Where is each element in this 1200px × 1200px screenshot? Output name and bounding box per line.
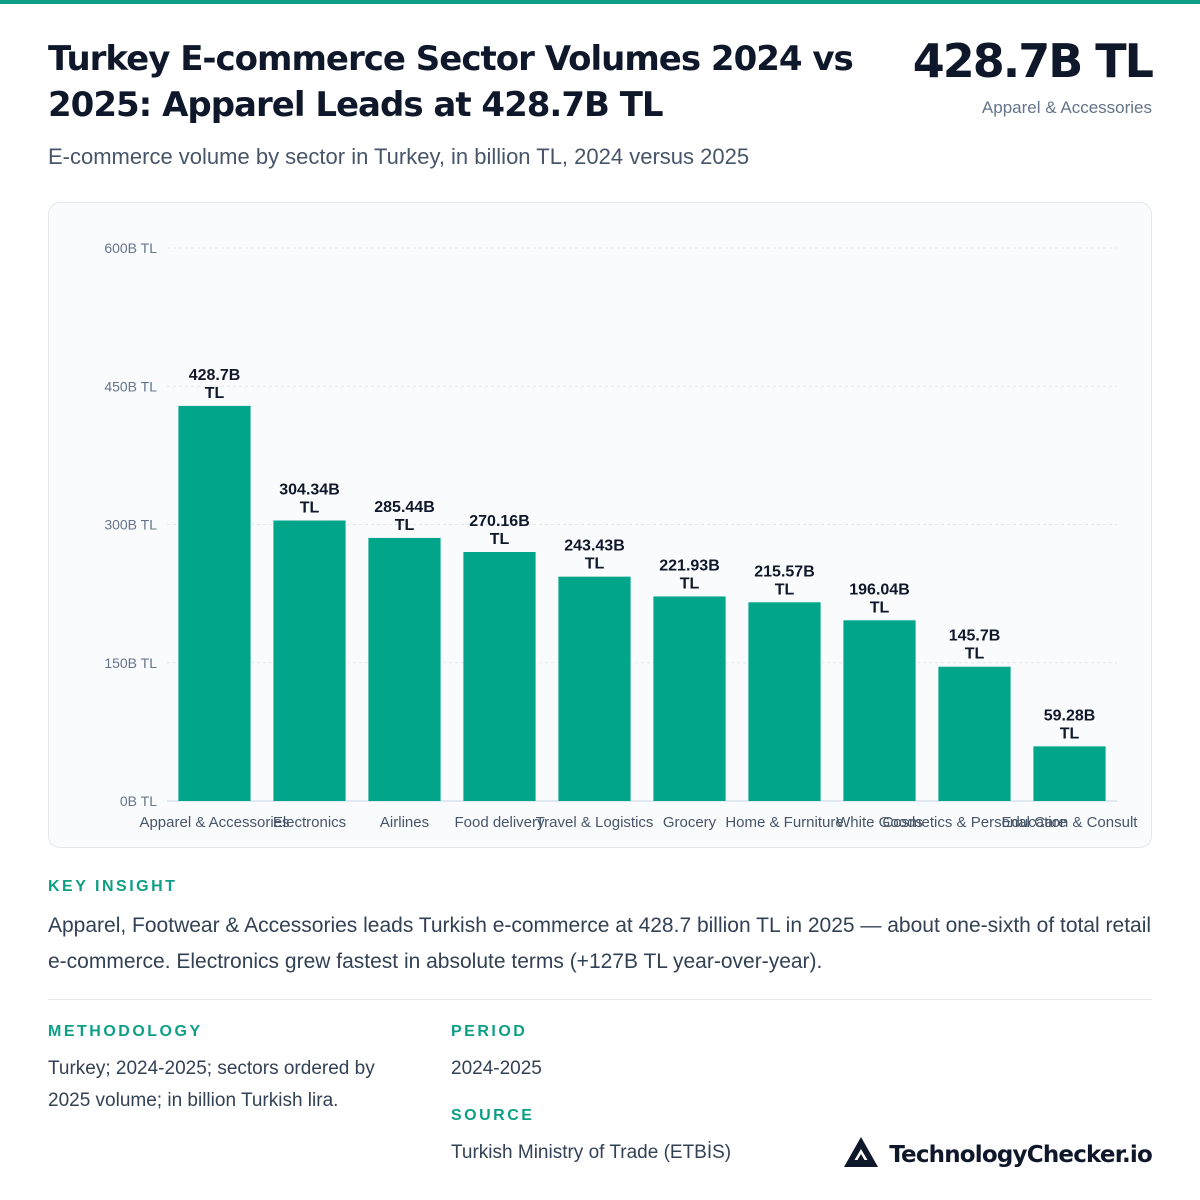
triangle-logo-icon — [843, 1136, 879, 1173]
top-accent-rule — [0, 0, 1200, 4]
methodology-text: Turkey; 2024-2025; sectors ordered by 20… — [48, 1058, 375, 1111]
y-tick-label: 300B TL — [104, 517, 157, 533]
bar — [273, 520, 346, 801]
headline-value: 428.7B TL — [912, 34, 1154, 88]
x-tick-label: White Goods — [836, 814, 923, 831]
x-tick-label: Airlines — [380, 814, 429, 831]
x-tick-label: Grocery — [663, 814, 717, 831]
bar-value-label: 145.7B TL — [949, 628, 1001, 663]
bar-value-label: 428.7B TL — [189, 367, 241, 402]
bar-value-label: 221.93B TL — [659, 557, 720, 592]
bar-value-label: 215.57B TL — [754, 563, 815, 598]
bar — [1033, 746, 1106, 801]
x-tick-label: Food delivery — [454, 814, 545, 831]
source-text: Turkish Ministry of Trade (ETBİS) — [451, 1142, 732, 1163]
bar — [178, 405, 251, 801]
y-tick-label: 450B TL — [104, 378, 157, 394]
bar — [843, 620, 916, 801]
bar — [748, 602, 821, 801]
period-label: PERIOD — [451, 1023, 528, 1040]
bar — [368, 537, 441, 801]
bar-value-label: 243.43B TL — [564, 538, 625, 573]
key-insight-text: Apparel, Footwear & Accessories leads Tu… — [48, 914, 1152, 973]
bar-value-label: 285.44B TL — [374, 499, 435, 534]
bar-value-label: 59.28B TL — [1044, 707, 1096, 742]
x-tick-label: Electronics — [273, 814, 346, 831]
brand-name: TechnologyChecker.io — [889, 1141, 1153, 1168]
bar — [938, 666, 1011, 801]
source-label: SOURCE — [451, 1107, 535, 1124]
bar-value-label: 196.04B TL — [849, 581, 910, 616]
x-tick-label: Education & Consult — [1002, 814, 1139, 831]
chart-title: Turkey E-commerce Sector Volumes 2024 vs… — [48, 39, 854, 125]
x-tick-label: Travel & Logistics — [536, 814, 654, 831]
period-text: 2024-2025 — [451, 1058, 542, 1079]
chart-card: 0B TL 150B TL 300B TL 450B TL 600B TL 428.7B T… — [48, 202, 1152, 848]
section-divider — [48, 999, 1152, 1000]
key-insight-label: KEY INSIGHT — [48, 878, 178, 895]
headline-stat: 428.7B TL Apparel & Accessories — [912, 34, 1154, 118]
y-tick-label: 0B TL — [120, 793, 157, 809]
bar — [463, 552, 536, 801]
y-tick-label: 600B TL — [104, 240, 157, 256]
x-tick-label: Cosmetics & Personal Care — [882, 814, 1066, 831]
bar-value-label: 304.34B TL — [279, 481, 340, 516]
bar-value-label: 270.16B TL — [469, 513, 530, 548]
chart-subtitle: E-commerce volume by sector in Turkey, i… — [48, 144, 750, 169]
bar-chart: 0B TL 150B TL 300B TL 450B TL 600B TL 428.7B T… — [104, 240, 1139, 831]
y-tick-label: 150B TL — [104, 655, 157, 671]
x-tick-label: Home & Furniture — [725, 814, 843, 831]
methodology-label: METHODOLOGY — [48, 1023, 203, 1040]
bar — [653, 596, 726, 801]
x-tick-label: Apparel & Accessories — [139, 814, 289, 831]
bar — [558, 576, 631, 801]
headline-label: Apparel & Accessories — [981, 98, 1152, 117]
brand-logo: TechnologyChecker.io — [843, 1136, 1153, 1173]
